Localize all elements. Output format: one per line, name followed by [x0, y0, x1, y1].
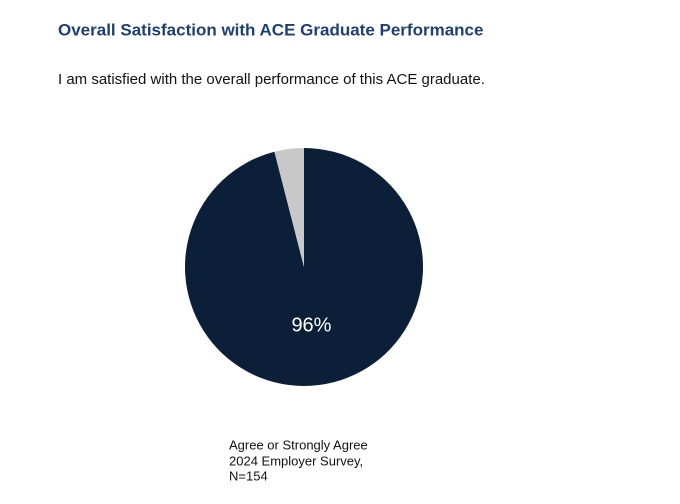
note: 2024 Employer Survey, [229, 453, 363, 468]
chart-title: Overall Satisfaction with ACE Graduate P… [58, 20, 483, 39]
category-label: Agree or Strongly Agree [229, 437, 368, 452]
chart-subtitle: I am satisfied with the overall performa… [58, 71, 485, 88]
note: N=154 [229, 468, 268, 483]
pie-slice [274, 148, 304, 267]
value-label: 96% [291, 314, 331, 336]
pie-slice [185, 148, 424, 387]
